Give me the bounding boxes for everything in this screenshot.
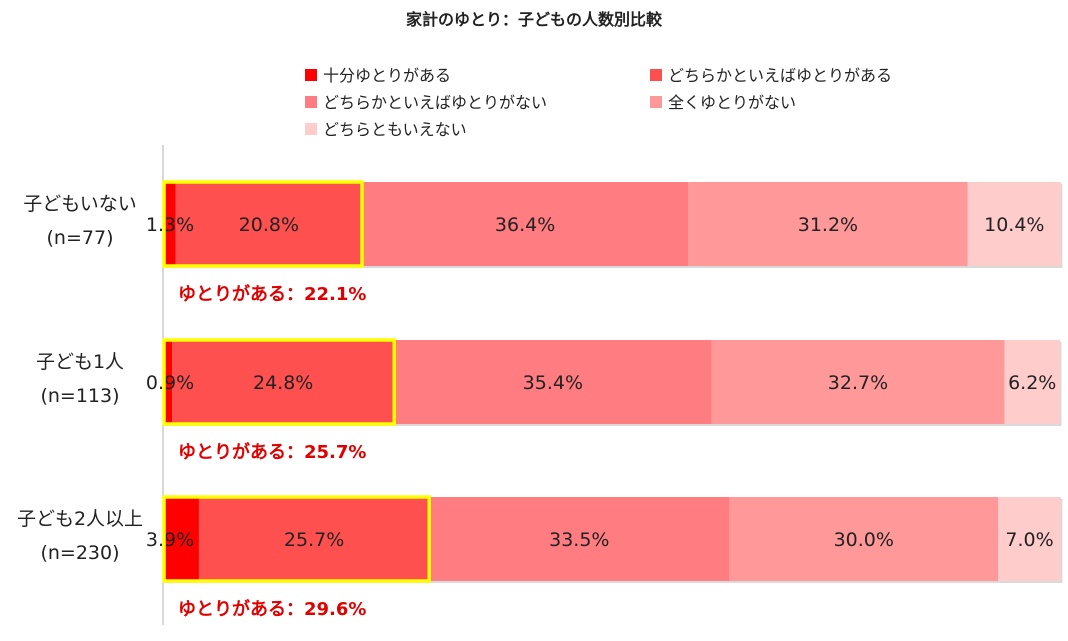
bar-row: 0.9% 24.8% 35.4% 32.7% 6.2% bbox=[146, 338, 1062, 426]
data-label: 32.7% bbox=[828, 372, 888, 394]
bar-segment bbox=[711, 340, 1005, 424]
bar-segment bbox=[729, 497, 999, 581]
data-label: 35.4% bbox=[523, 372, 583, 394]
bar-segment bbox=[164, 497, 199, 581]
data-label: 0.9% bbox=[146, 372, 194, 394]
bar-segment bbox=[998, 497, 1061, 581]
annotation-label: ゆとりがある：29.6% bbox=[178, 598, 366, 620]
legend-item: 十分ゆとりがある bbox=[305, 66, 451, 85]
highlight-box bbox=[162, 338, 397, 426]
bar-segment bbox=[394, 340, 712, 424]
legend-swatch bbox=[305, 123, 317, 135]
legend-swatch bbox=[305, 69, 317, 81]
category-sample-size: (n=113) bbox=[40, 385, 119, 407]
data-label: 7.0% bbox=[1005, 529, 1053, 551]
bar-segment bbox=[172, 340, 395, 424]
category-labels: 子どもいない (n=77) 子ども1人 (n=113) 子ども2人以上 (n=230) bbox=[17, 193, 143, 564]
annotations: ゆとりがある：22.1% ゆとりがある：25.7% ゆとりがある：29.6% bbox=[178, 283, 366, 620]
bar-segment bbox=[164, 340, 173, 424]
legend-swatch bbox=[650, 96, 662, 108]
bar-segment bbox=[175, 182, 363, 266]
bar-row: 3.9% 25.7% 33.5% 30.0% 7.0% bbox=[146, 495, 1063, 583]
bar-segment bbox=[164, 182, 176, 266]
bar-segment bbox=[1004, 340, 1060, 424]
highlight-box bbox=[162, 180, 364, 268]
data-label: 10.4% bbox=[984, 214, 1044, 236]
data-label: 3.9% bbox=[146, 529, 194, 551]
legend-label: 全くゆとりがない bbox=[668, 93, 796, 112]
data-label: 31.2% bbox=[798, 214, 858, 236]
data-label: 30.0% bbox=[834, 529, 894, 551]
data-label: 20.8% bbox=[239, 214, 299, 236]
legend-item: どちらかといえばゆとりがある bbox=[650, 66, 892, 85]
data-label: 25.7% bbox=[284, 529, 344, 551]
annotation-label: ゆとりがある：22.1% bbox=[178, 283, 366, 305]
bars: 1.3% 20.8% 36.4% 31.2% 10.4% 0.9% 24.8% 35.4% 32… bbox=[146, 180, 1063, 583]
legend-swatch bbox=[305, 96, 317, 108]
legend-item: 全くゆとりがない bbox=[650, 93, 796, 112]
data-label: 1.3% bbox=[146, 214, 194, 236]
legend-label: どちらかといえばゆとりがある bbox=[668, 66, 892, 85]
category-sample-size: (n=230) bbox=[40, 542, 119, 564]
bar-segment bbox=[198, 497, 430, 581]
bar-segment bbox=[362, 182, 689, 266]
data-label: 24.8% bbox=[253, 372, 313, 394]
bar-segment bbox=[429, 497, 730, 581]
legend-item: どちらかといえばゆとりがない bbox=[305, 93, 547, 112]
annotation-label: ゆとりがある：25.7% bbox=[178, 441, 366, 463]
data-label: 33.5% bbox=[549, 529, 609, 551]
highlight-box bbox=[162, 495, 431, 583]
data-label: 36.4% bbox=[495, 214, 555, 236]
category-label: 子ども1人 bbox=[36, 351, 124, 373]
category-label: 子どもいない bbox=[23, 193, 137, 215]
bar-row: 1.3% 20.8% 36.4% 31.2% 10.4% bbox=[146, 180, 1063, 268]
category-sample-size: (n=77) bbox=[47, 227, 114, 249]
legend-swatch bbox=[650, 69, 662, 81]
category-label: 子ども2人以上 bbox=[17, 508, 143, 530]
bar-segment bbox=[688, 182, 968, 266]
chart-title: 家計のゆとり：子どもの人数別比較 bbox=[406, 10, 663, 29]
legend-label: どちらともいえない bbox=[323, 120, 467, 139]
legend-label: 十分ゆとりがある bbox=[323, 66, 451, 85]
data-label: 6.2% bbox=[1008, 372, 1056, 394]
bar-segment bbox=[967, 182, 1061, 266]
legend-item: どちらともいえない bbox=[305, 120, 467, 139]
legend-label: どちらかといえばゆとりがない bbox=[323, 93, 547, 112]
